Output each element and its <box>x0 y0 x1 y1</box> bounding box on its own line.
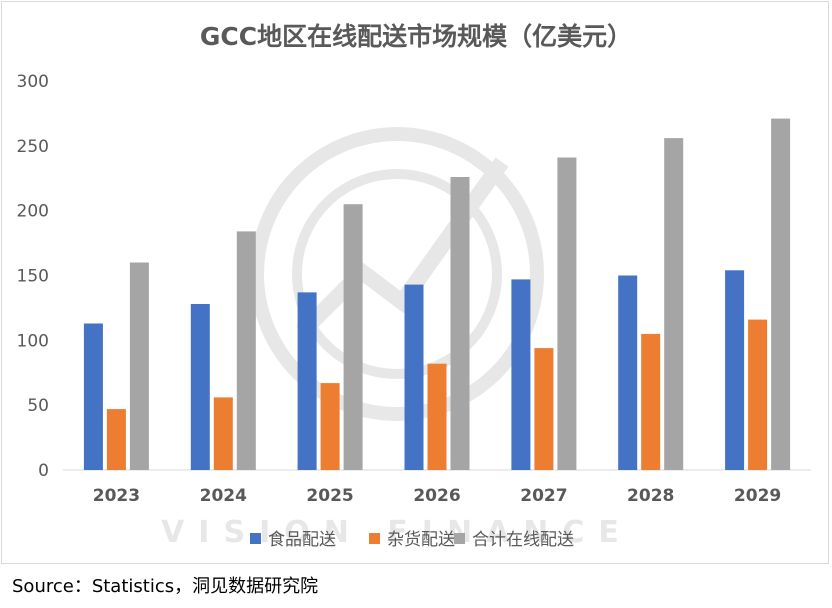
x-tick-label: 2024 <box>200 486 247 506</box>
x-tick-label: 2025 <box>306 486 353 506</box>
bar-chart: VISION FINANCE GCC地区在线配送市场规模（亿美元） 0 50 100… <box>17 22 811 550</box>
bar <box>106 409 126 470</box>
bar <box>297 292 317 470</box>
bar <box>343 204 363 470</box>
bar <box>236 231 256 470</box>
y-tick-label: 200 <box>17 202 49 222</box>
legend: 食品配送 杂货配送 合计在线配送 <box>250 530 574 550</box>
bar <box>618 275 638 470</box>
legend-swatch <box>250 533 261 544</box>
bar <box>664 138 684 470</box>
watermark-circle-icon <box>250 127 544 421</box>
x-tick-label: 2028 <box>627 486 674 506</box>
bar <box>83 323 103 470</box>
bar <box>557 157 577 470</box>
bar <box>320 383 340 470</box>
bar <box>450 177 470 470</box>
x-tick-label: 2029 <box>734 486 781 506</box>
y-tick-label: 0 <box>38 461 49 481</box>
watermark-inner-circle-icon <box>292 169 502 379</box>
bar <box>641 333 661 470</box>
bar <box>748 319 768 470</box>
watermark-arrow-icon <box>296 157 509 338</box>
bar <box>534 348 554 470</box>
x-tick-label: 2026 <box>413 486 460 506</box>
chart-title: GCC地区在线配送市场规模（亿美元） <box>200 22 632 51</box>
legend-swatch <box>454 533 465 544</box>
y-tick-label: 250 <box>17 137 49 157</box>
legend-swatch <box>369 533 380 544</box>
y-axis: 0 50 100 150 200 250 300 <box>17 72 49 481</box>
y-tick-label: 50 <box>27 396 49 416</box>
watermark: VISION FINANCE <box>161 127 633 550</box>
y-tick-label: 100 <box>17 331 49 351</box>
bar <box>427 363 447 470</box>
y-tick-label: 150 <box>17 267 49 287</box>
x-tick-label: 2023 <box>93 486 140 506</box>
bars <box>83 118 791 470</box>
x-axis: 2023 2024 2025 2026 2027 2028 2029 <box>93 486 782 506</box>
bar <box>725 270 745 470</box>
legend-label: 合计在线配送 <box>472 530 574 550</box>
bar <box>213 397 233 470</box>
bar <box>771 118 791 470</box>
bar <box>190 304 210 470</box>
y-tick-label: 300 <box>17 72 49 92</box>
bar <box>511 279 531 470</box>
watermark-text: VISION FINANCE <box>161 515 633 550</box>
x-tick-label: 2027 <box>520 486 567 506</box>
source-caption: Source：Statistics，洞见数据研究院 <box>12 576 319 597</box>
bar <box>404 284 424 470</box>
legend-label: 食品配送 <box>268 530 336 550</box>
bar <box>129 262 149 470</box>
chart-frame: VISION FINANCE GCC地区在线配送市场规模（亿美元） 0 50 100… <box>1 1 829 564</box>
legend-label: 杂货配送 <box>387 530 455 550</box>
